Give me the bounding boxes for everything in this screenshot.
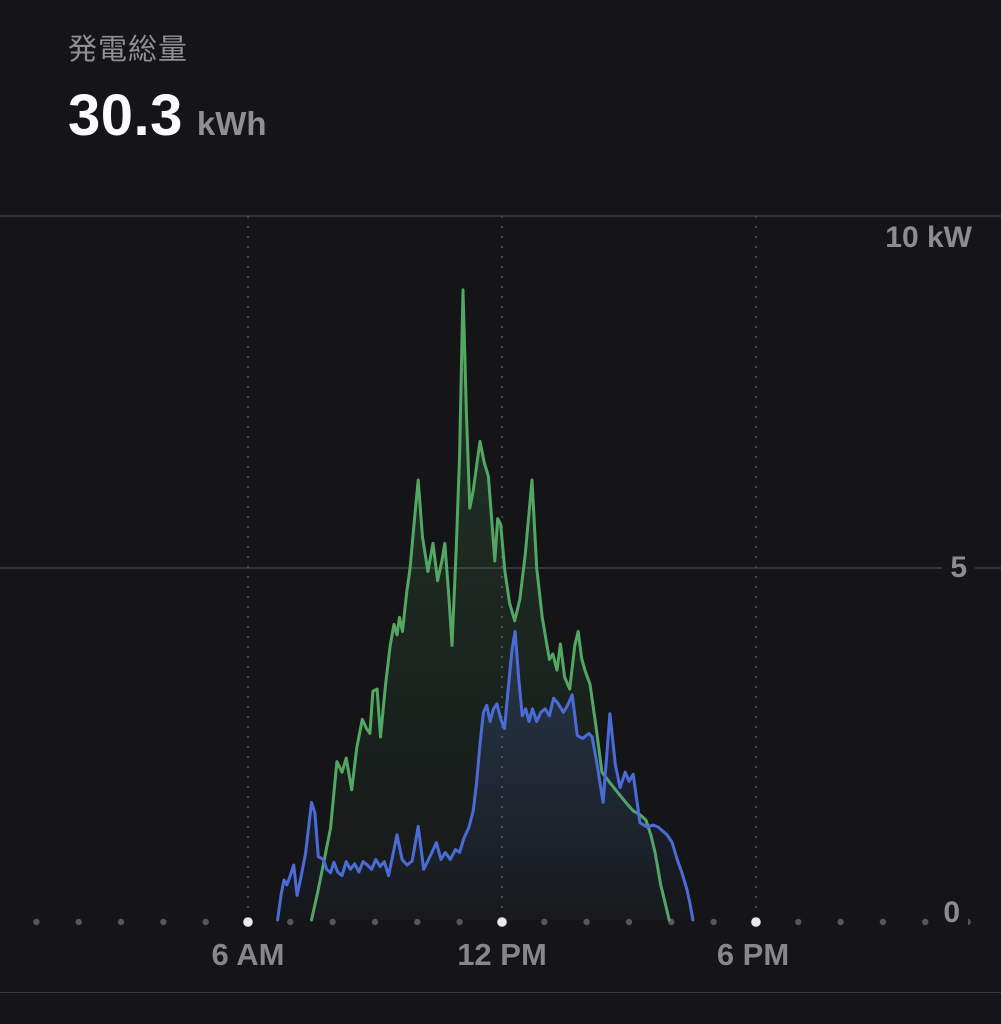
- x-axis-label-12pm: 12 PM: [457, 937, 547, 972]
- generation-unit: kWh: [196, 105, 267, 142]
- generation-value-row: 30.3 kWh: [68, 82, 267, 149]
- generation-value: 30.3: [68, 83, 183, 148]
- x-axis-label-6am: 6 AM: [211, 937, 285, 972]
- y-axis-label-0: 0: [935, 896, 968, 930]
- bottom-divider: [0, 992, 1001, 993]
- generation-title: 発電総量: [68, 34, 189, 66]
- x-axis-label-6pm: 6 PM: [716, 937, 790, 972]
- generation-summary: 発電総量 30.3 kWh: [68, 26, 267, 149]
- y-axis-label-5: 5: [942, 551, 975, 585]
- y-axis-label-10kw: 10 kW: [885, 221, 972, 254]
